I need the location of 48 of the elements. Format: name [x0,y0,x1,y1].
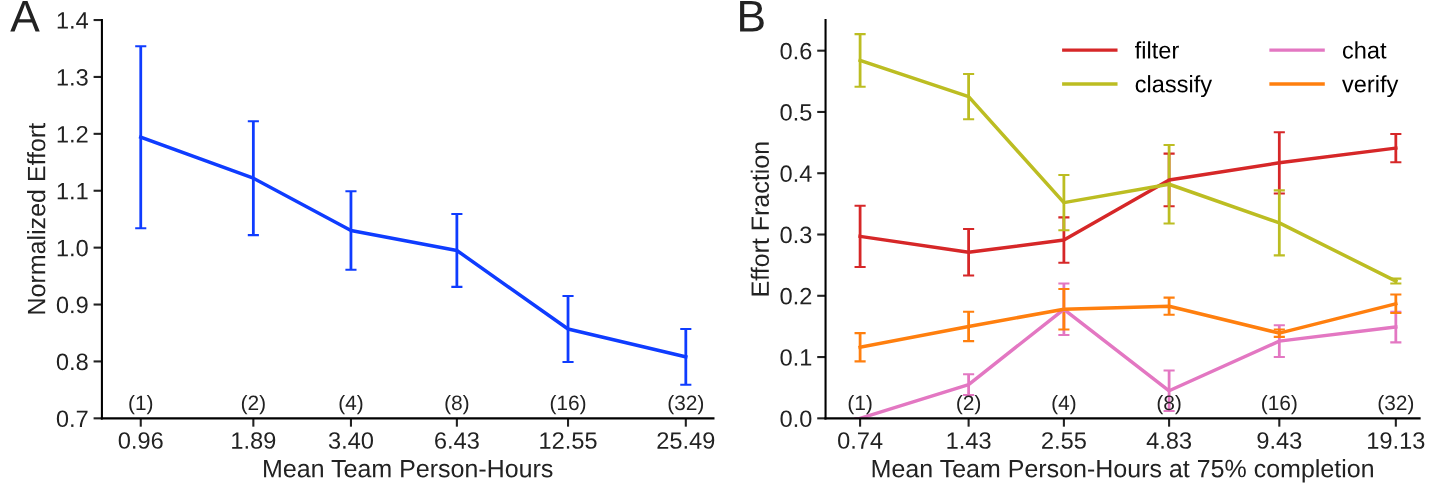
legend-label: filter [1135,41,1179,59]
annotation: (32) [668,394,704,415]
x-tick-label: 1.89 [232,432,276,449]
x-tick-label: 12.55 [540,432,597,449]
y-tick-label: 1.3 [57,69,88,86]
y-axis-title: Normalized Effort [27,123,46,314]
y-tick-label: 1.1 [57,183,88,200]
annotation: (2) [241,394,265,415]
y-tick-label: 1.0 [57,239,88,257]
annotation: (1) [848,394,872,415]
y-tick-label: 1.2 [57,125,88,143]
annotation: (16) [1262,394,1297,415]
x-tick-label: 19.13 [1368,432,1425,449]
x-axis-title: Mean Team Person-Hours [264,460,553,478]
y-tick-label: 1.4 [57,12,89,29]
x-tick-label: 1.43 [947,432,991,449]
x-tick-label: 3.40 [328,432,374,449]
x-tick-label: 25.49 [657,432,715,449]
y-axis-title: Effort Fraction [750,142,770,296]
annotation: (8) [445,394,469,415]
text: A [10,0,40,32]
annotation: (2) [957,394,981,415]
y-tick-label: 0.7 [56,410,88,428]
x-tick-label: 6.43 [435,432,479,449]
legend-label: verify [1342,75,1399,98]
y-tick-label: 0.2 [780,287,812,305]
x-axis-title: Mean Team Person-Hours at 75% completion [872,459,1373,483]
y-tick-label: 0.4 [780,165,812,183]
y-tick-label: 0.6 [780,42,812,60]
annotation: (4) [339,394,363,415]
x-tick-label: 4.83 [1146,432,1192,449]
x-tick-label: 2.55 [1042,432,1086,449]
annotation: (32) [1378,394,1414,415]
x-tick-label: 0.96 [118,432,163,449]
annotation: (16) [550,394,586,415]
y-tick-label: 0.3 [780,226,812,244]
y-tick-label: 0.5 [780,104,812,121]
y-tick-label: 0.8 [56,353,88,371]
y-tick-label: 0.1 [780,349,812,366]
x-tick-label: 9.43 [1257,432,1302,449]
text: B [740,0,764,32]
y-tick-label: 0.0 [780,410,812,428]
legend-label: chat [1342,41,1387,59]
annotation: (4) [1052,394,1076,415]
annotation: (1) [129,394,153,415]
legend-label: classify [1135,75,1213,98]
x-tick-label: 0.74 [838,432,883,449]
y-tick-label: 0.9 [56,296,88,314]
